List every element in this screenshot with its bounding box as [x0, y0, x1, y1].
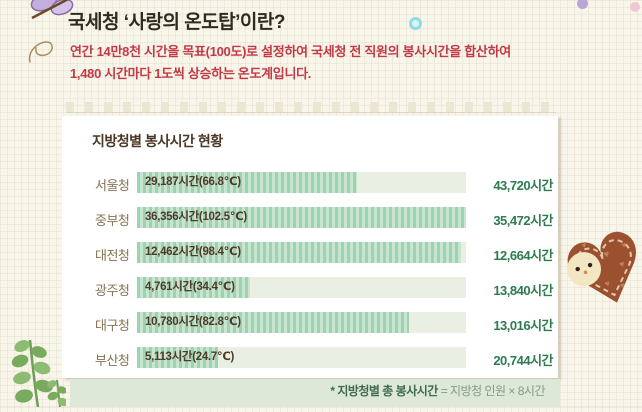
region-label: 중부청 — [95, 213, 130, 228]
bar-fill — [137, 242, 461, 263]
svg-text:♥: ♥ — [620, 240, 628, 250]
svg-text:♥: ♥ — [602, 249, 611, 261]
perforation-edge — [66, 102, 556, 112]
footnote-rest: = 지방청 인원 × 8시간 — [437, 384, 546, 398]
target-hours-label: 35,472시간 — [493, 213, 553, 228]
chart-row-daejeon: 대전청 12,462시간(98.4℃) 12,664시간 — [62, 242, 558, 277]
svg-text:♥: ♥ — [619, 280, 627, 290]
description-line-2: 1,480 시간마다 1도씩 상승하는 온도계입니다. — [70, 66, 312, 81]
page-title: 국세청 ‘사랑의 온도탑’이란? — [68, 12, 286, 33]
target-hours-label: 13,016시간 — [493, 318, 553, 333]
cyan-dot-decoration — [409, 17, 422, 30]
bar-value-label: 12,462시간(98.4℃) — [145, 246, 241, 258]
bar-track: 29,187시간(66.8℃) — [137, 172, 466, 193]
bar-chart: 서울청 29,187시간(66.8℃) 43,720시간 중부청 36,356시… — [62, 172, 558, 382]
description-line-1: 연간 14만8천 시간을 목표(100도)로 설정하여 국세청 전 직원의 봉사… — [70, 44, 511, 59]
chart-row-jungbu: 중부청 36,356시간(102.5℃) 35,472시간 — [62, 207, 558, 242]
bar-fill — [137, 312, 410, 333]
pink-dot-decoration — [630, 2, 640, 12]
target-hours-label: 20,744시간 — [493, 353, 553, 368]
footnote-bold: * 지방청별 총 봉사시간 — [330, 384, 438, 398]
footnote-strip: * 지방청별 총 봉사시간 = 지방청 인원 × 8시간 — [70, 379, 560, 407]
butterfly-icon — [22, 0, 82, 26]
chart-row-gwangju: 광주청 4,761시간(34.4℃) 13,840시간 — [62, 277, 558, 312]
chart-row-seoul: 서울청 29,187시간(66.8℃) 43,720시간 — [62, 172, 558, 207]
bar-value-label: 29,187시간(66.8℃) — [145, 176, 241, 188]
chart-row-busan: 부산청 5,113시간(24.7℃) 20,744시간 — [62, 347, 558, 382]
bar-track: 36,356시간(102.5℃) — [137, 207, 466, 228]
bar-value-label: 4,761시간(34.4℃) — [145, 281, 235, 293]
page-description: 연간 14만8천 시간을 목표(100도)로 설정하여 국세청 전 직원의 봉사… — [70, 41, 511, 85]
target-hours-label: 13,840시간 — [493, 283, 553, 298]
bar-value-label: 5,113시간(24.7℃) — [145, 351, 235, 363]
bar-fill — [137, 172, 357, 193]
bar-track: 10,780시간(82.8℃) — [137, 312, 466, 333]
svg-text:♥: ♥ — [618, 259, 626, 270]
bar-fill — [137, 207, 466, 228]
swirl-doodle-icon — [26, 32, 58, 68]
bar-track: 4,761시간(34.4℃) — [137, 277, 466, 298]
target-hours-label: 43,720시간 — [493, 178, 553, 193]
chart-card: 지방청별 봉사시간 현황 서울청 29,187시간(66.8℃) 43,720시… — [62, 116, 558, 378]
svg-text:♥: ♥ — [603, 278, 611, 289]
bar-value-label: 10,780시간(82.8℃) — [145, 316, 241, 328]
bar-value-label: 36,356시간(102.5℃) — [145, 211, 247, 223]
region-label: 대구청 — [95, 318, 130, 333]
bar-track: 12,462시간(98.4℃) — [137, 242, 466, 263]
region-label: 광주청 — [95, 283, 130, 298]
target-hours-label: 12,664시간 — [493, 248, 553, 263]
chart-row-daegu: 대구청 10,780시간(82.8℃) 13,016시간 — [62, 312, 558, 347]
heart-character-icon: ♥ ♥ ♥ ♥ ♥ ♥ — [556, 220, 642, 340]
svg-text:♥: ♥ — [580, 240, 588, 250]
bar-track: 5,113시간(24.7℃) — [137, 347, 466, 368]
chart-title: 지방청별 봉사시간 현황 — [92, 133, 223, 149]
region-label: 부산청 — [95, 353, 130, 368]
bar-fill — [137, 277, 251, 298]
region-label: 대전청 — [95, 248, 130, 263]
purple-dot-decoration — [577, 0, 588, 9]
region-label: 서울청 — [95, 178, 130, 193]
plant-decoration-icon — [4, 336, 69, 408]
bar-fill — [137, 347, 219, 368]
